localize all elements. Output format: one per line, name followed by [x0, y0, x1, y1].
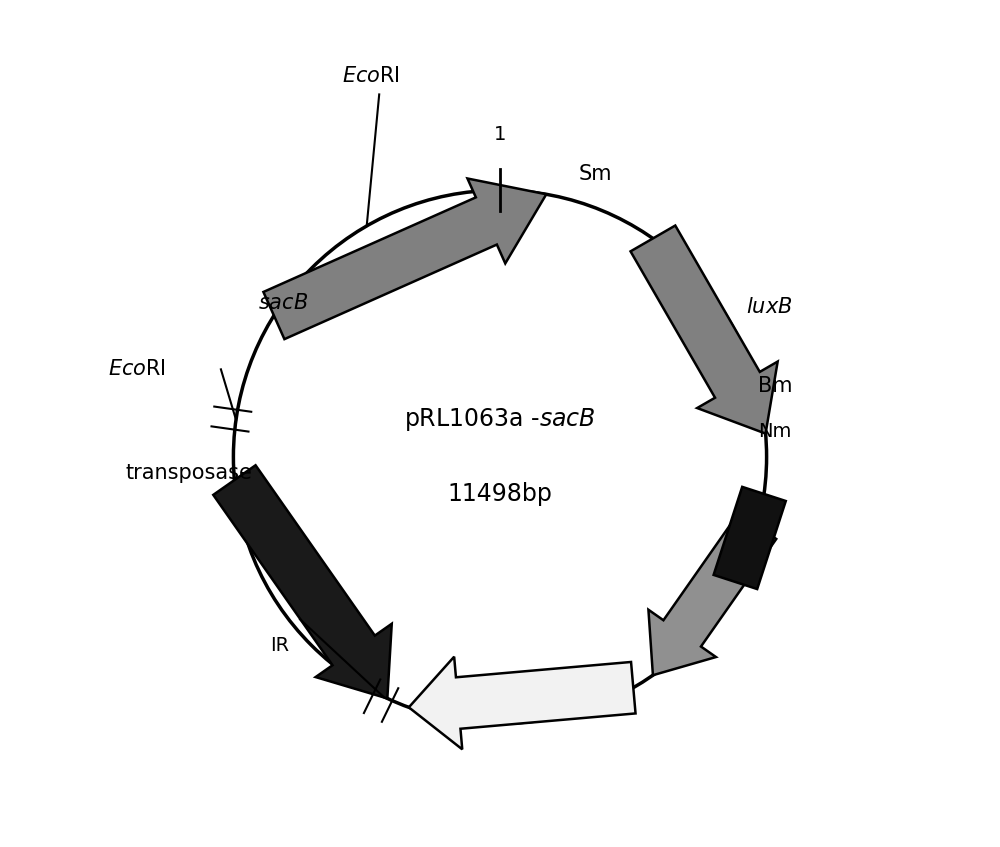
Polygon shape — [263, 179, 546, 339]
Polygon shape — [409, 656, 636, 750]
Text: transposase: transposase — [125, 463, 252, 484]
Text: $\it{Eco}$RI: $\it{Eco}$RI — [108, 359, 166, 379]
Text: 11498bp: 11498bp — [448, 482, 552, 507]
Polygon shape — [714, 487, 786, 589]
Text: $\it{sacB}$: $\it{sacB}$ — [258, 293, 308, 313]
Text: $\it{Eco}$RI: $\it{Eco}$RI — [342, 66, 400, 86]
Text: 1: 1 — [494, 125, 506, 144]
Text: Nm: Nm — [758, 423, 792, 441]
Text: pRL1063a -$\it{sacB}$: pRL1063a -$\it{sacB}$ — [404, 406, 596, 433]
Polygon shape — [631, 225, 778, 434]
Polygon shape — [213, 465, 392, 699]
Text: Bm: Bm — [758, 376, 793, 396]
Text: $\it{luxB}$: $\it{luxB}$ — [746, 296, 792, 317]
Text: IR: IR — [270, 636, 289, 655]
Polygon shape — [648, 512, 776, 675]
Text: Sm: Sm — [579, 163, 613, 184]
